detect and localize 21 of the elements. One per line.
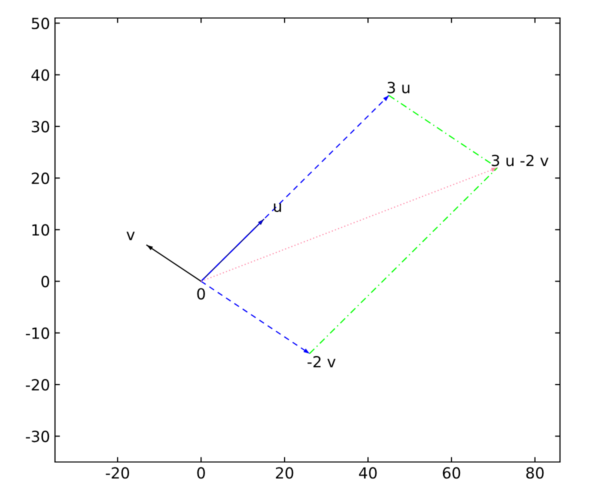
y-tick-label: 10: [32, 224, 50, 236]
y-tick-label: -30: [26, 430, 50, 442]
x-tick-label: 60: [442, 467, 460, 479]
y-tick-label: -10: [26, 327, 50, 339]
y-tick-label: 20: [32, 172, 50, 184]
x-tick-label: 80: [526, 467, 544, 479]
annotation: 3 u -2 v: [492, 154, 548, 166]
y-tick-label: 40: [31, 69, 50, 81]
y-tick-label: -20: [26, 379, 50, 391]
x-tick-label: 40: [359, 467, 377, 479]
annotation: -2 v: [308, 356, 336, 368]
x-tick-label: -20: [106, 467, 130, 479]
y-tick-label: 30: [32, 120, 50, 132]
y-tick-label: 50: [32, 18, 50, 30]
annotation: u: [274, 203, 281, 212]
annotation: v: [126, 232, 135, 240]
annotation: 0: [197, 288, 205, 300]
x-tick-label: 0: [197, 467, 205, 479]
annotation: 3 u: [388, 82, 410, 94]
x-tick-label: 20: [276, 467, 294, 479]
y-tick-label: 0: [41, 276, 50, 288]
